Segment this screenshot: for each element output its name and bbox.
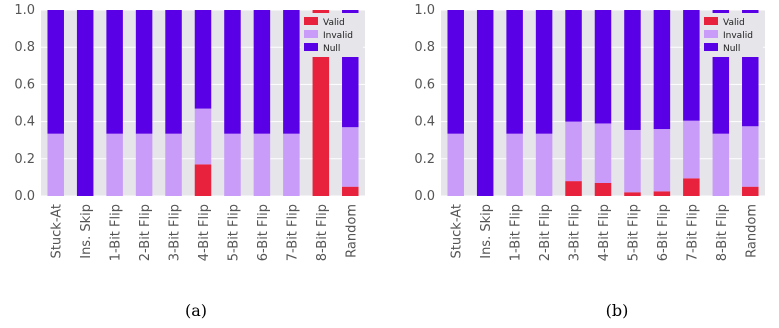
bar-null bbox=[476, 10, 494, 196]
legend-label: Valid bbox=[723, 18, 745, 28]
bar-null bbox=[253, 10, 271, 134]
bar-invalid bbox=[653, 129, 671, 192]
bar-invalid bbox=[506, 133, 523, 196]
bar-invalid bbox=[683, 120, 700, 179]
x-tick-label: 4-Bit Flip bbox=[197, 204, 212, 261]
bar-invalid bbox=[535, 133, 553, 196]
bar-valid bbox=[624, 192, 641, 196]
bar-invalid bbox=[165, 133, 182, 196]
bar-valid bbox=[194, 164, 212, 196]
bar-invalid bbox=[283, 133, 300, 196]
x-tick-label: 5-Bit Flip bbox=[226, 204, 241, 261]
y-tick-label: 0.8 bbox=[414, 40, 435, 55]
bar-invalid bbox=[135, 133, 153, 196]
x-tick-label: 6-Bit Flip bbox=[656, 204, 671, 261]
y-tick-label: 0.4 bbox=[414, 115, 435, 130]
bar-invalid bbox=[594, 123, 612, 183]
x-tick-label: 1-Bit Flip bbox=[109, 204, 124, 261]
bar-null bbox=[624, 10, 641, 130]
legend-swatch bbox=[304, 43, 318, 51]
y-tick-label: 0.6 bbox=[414, 77, 435, 92]
y-tick-label: 1.0 bbox=[14, 3, 35, 18]
y-tick-label: 1.0 bbox=[414, 3, 435, 18]
x-tick-label: Stuck-At bbox=[50, 204, 65, 258]
legend-label: Invalid bbox=[323, 31, 353, 41]
y-tick-label: 0.8 bbox=[14, 40, 35, 55]
chart-panel-a: 0.0 0.2 0.4 0.6 0.8 1.0 Stuck-At Ins. Skip 1-Bit… bbox=[14, 3, 365, 320]
x-tick-label: 2-Bit Flip bbox=[538, 204, 553, 261]
x-tick-label: 2-Bit Flip bbox=[138, 204, 153, 261]
x-tick-label: 8-Bit Flip bbox=[315, 204, 330, 261]
x-tick-label: Random bbox=[344, 204, 359, 258]
x-tick-label: 7-Bit Flip bbox=[285, 204, 300, 261]
x-tick-label: 6-Bit Flip bbox=[256, 204, 271, 261]
bar-invalid bbox=[342, 127, 359, 187]
x-tick-label: 8-Bit Flip bbox=[715, 204, 730, 261]
bar-valid bbox=[742, 186, 759, 196]
bar-valid bbox=[594, 182, 612, 196]
bar-null bbox=[506, 10, 523, 134]
legend-label: Null bbox=[323, 44, 340, 54]
panel-caption: (b) bbox=[606, 301, 629, 320]
bar-null bbox=[47, 10, 64, 134]
y-tick-label: 0.2 bbox=[414, 152, 435, 167]
y-tick-label: 0.0 bbox=[14, 189, 35, 204]
legend-swatch bbox=[304, 17, 318, 25]
bar-valid bbox=[653, 191, 671, 196]
legend-swatch bbox=[304, 30, 318, 38]
x-tick-label: Stuck-At bbox=[450, 204, 465, 258]
bar-null bbox=[653, 10, 671, 130]
bar-invalid bbox=[224, 133, 241, 196]
bar-null bbox=[135, 10, 153, 134]
chart-panel-b: 0.0 0.2 0.4 0.6 0.8 1.0 Stuck-At Ins. Skip 1-Bit… bbox=[414, 3, 765, 320]
bar-valid bbox=[683, 178, 700, 196]
bar-invalid bbox=[194, 108, 212, 165]
bar-invalid bbox=[106, 133, 123, 196]
bar-valid bbox=[565, 181, 582, 196]
bar-invalid bbox=[47, 133, 64, 196]
bar-null bbox=[683, 10, 700, 121]
y-tick-label: 0.2 bbox=[14, 152, 35, 167]
legend-label: Valid bbox=[323, 18, 345, 28]
bar-valid bbox=[342, 186, 359, 196]
bar-null bbox=[565, 10, 582, 122]
y-tick-label: 0.6 bbox=[14, 77, 35, 92]
bar-invalid bbox=[624, 129, 641, 193]
bar-null bbox=[283, 10, 300, 134]
x-tick-label: 1-Bit Flip bbox=[509, 204, 524, 261]
y-tick-label: 0.0 bbox=[414, 189, 435, 204]
x-tick-label: Ins. Skip bbox=[79, 204, 94, 259]
bar-null bbox=[447, 10, 464, 134]
y-tick-label: 0.4 bbox=[14, 115, 35, 130]
x-tick-label: Ins. Skip bbox=[479, 204, 494, 259]
bar-invalid bbox=[565, 121, 582, 182]
x-tick-label: Random bbox=[744, 204, 759, 258]
panel-caption: (a) bbox=[185, 301, 207, 320]
bar-null bbox=[224, 10, 241, 134]
legend-label: Invalid bbox=[723, 31, 753, 41]
bar-null bbox=[76, 10, 94, 196]
x-tick-label: 3-Bit Flip bbox=[168, 204, 183, 261]
x-tick-label: 7-Bit Flip bbox=[685, 204, 700, 261]
bar-null bbox=[106, 10, 123, 134]
bar-null bbox=[165, 10, 182, 134]
bar-invalid bbox=[742, 126, 759, 187]
legend-swatch bbox=[704, 30, 718, 38]
legend-swatch bbox=[704, 17, 718, 25]
bar-invalid bbox=[447, 133, 464, 196]
bar-null bbox=[194, 10, 212, 109]
x-tick-label: 5-Bit Flip bbox=[626, 204, 641, 261]
bar-invalid bbox=[712, 133, 730, 196]
bar-null bbox=[535, 10, 553, 134]
legend-label: Null bbox=[723, 44, 740, 54]
x-tick-label: 3-Bit Flip bbox=[568, 204, 583, 261]
x-tick-label: 4-Bit Flip bbox=[597, 204, 612, 261]
bar-invalid bbox=[253, 133, 271, 196]
bar-null bbox=[594, 10, 612, 124]
legend-swatch bbox=[704, 43, 718, 51]
